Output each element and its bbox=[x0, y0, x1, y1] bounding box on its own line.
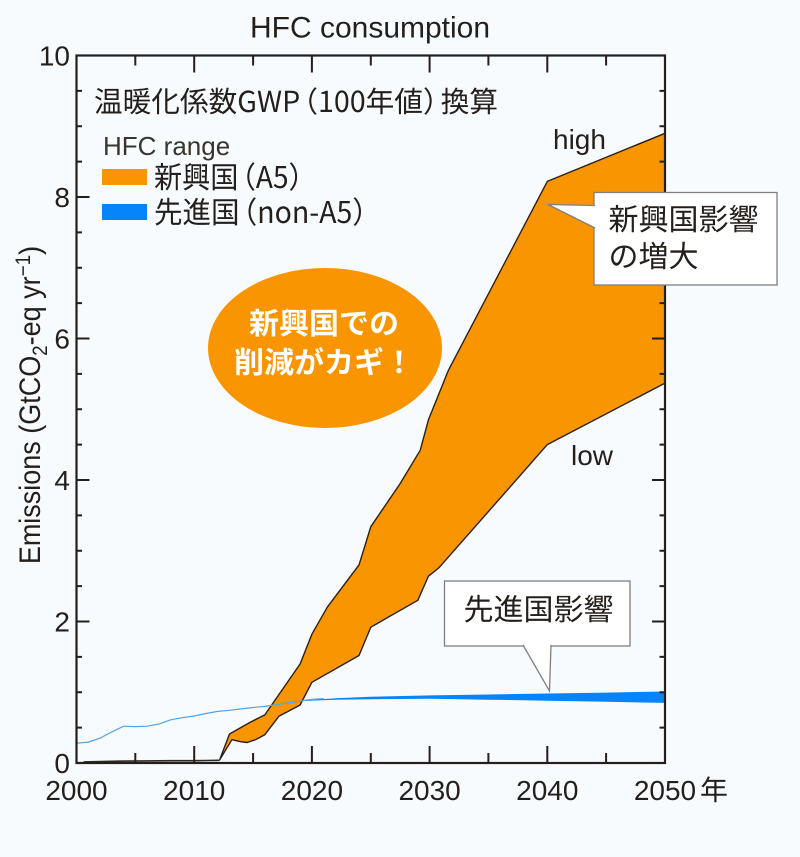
svg-text:2050: 2050 bbox=[634, 775, 696, 806]
svg-text:6: 6 bbox=[54, 324, 70, 355]
svg-text:2: 2 bbox=[54, 607, 70, 638]
svg-text:high: high bbox=[553, 124, 606, 155]
svg-text:8: 8 bbox=[54, 182, 70, 213]
svg-text:low: low bbox=[571, 440, 614, 471]
svg-text:2010: 2010 bbox=[163, 775, 225, 806]
svg-text:4: 4 bbox=[54, 465, 70, 496]
svg-text:Emissions (GtCO2-eq yr−1): Emissions (GtCO2-eq yr−1) bbox=[12, 246, 52, 564]
svg-text:2040: 2040 bbox=[516, 775, 578, 806]
svg-text:10: 10 bbox=[39, 41, 70, 72]
svg-text:HFC range: HFC range bbox=[103, 131, 230, 161]
svg-text:2030: 2030 bbox=[398, 775, 460, 806]
svg-text:HFC consumption: HFC consumption bbox=[250, 12, 490, 45]
svg-text:2000: 2000 bbox=[45, 775, 107, 806]
svg-text:2020: 2020 bbox=[281, 775, 343, 806]
svg-text:0: 0 bbox=[54, 748, 70, 779]
